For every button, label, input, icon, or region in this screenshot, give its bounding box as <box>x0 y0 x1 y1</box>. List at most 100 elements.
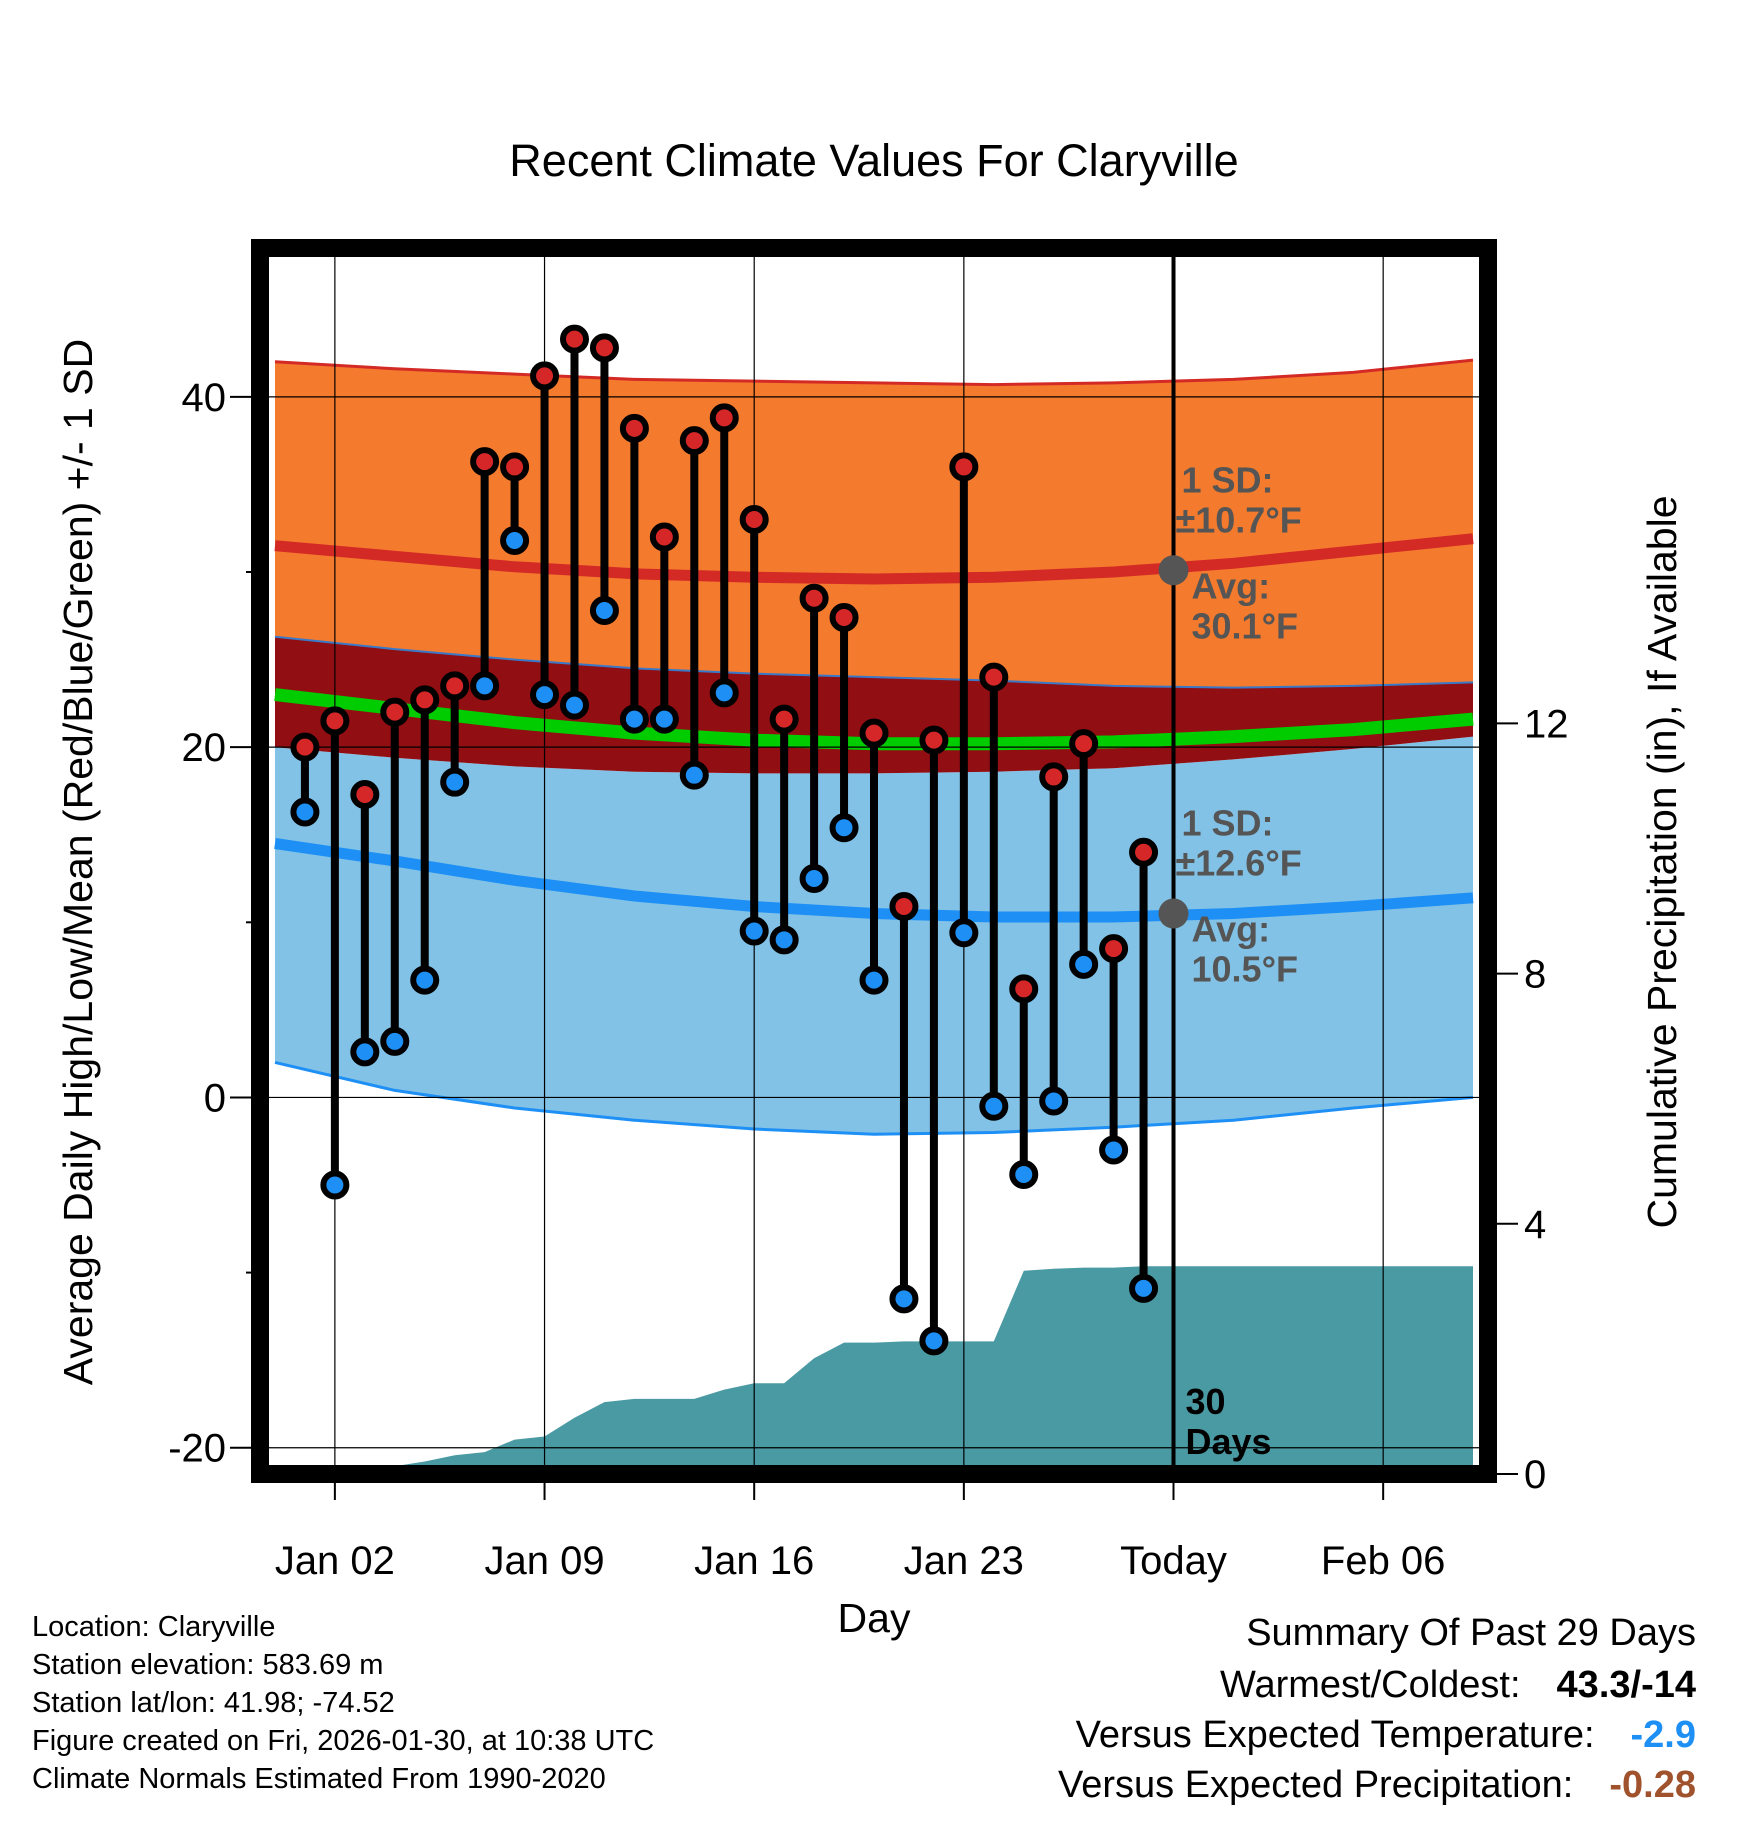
low-lower-edge <box>274 1060 1474 1136</box>
obs-high-point <box>919 725 949 755</box>
obs-low-point <box>649 704 679 734</box>
high-sd-value: ±10.7°F <box>1176 499 1302 540</box>
low-avg-title: Avg: <box>1192 909 1271 950</box>
obs-low-point <box>589 596 619 626</box>
obs-high-point <box>589 333 619 363</box>
x-tick-label: Jan 16 <box>694 1539 814 1583</box>
obs-high-point <box>619 413 649 443</box>
obs-low-point <box>350 1037 380 1067</box>
summary-precip-row: Versus Expected Precipitation: -0.28 <box>1058 1760 1696 1810</box>
obs-low-point <box>320 1170 350 1200</box>
precip-area <box>304 1266 1473 1474</box>
low-avg-value: 10.5°F <box>1192 949 1298 990</box>
obs-low-point <box>1039 1086 1069 1116</box>
obs-high-point <box>1099 934 1129 964</box>
obs-low-point <box>290 797 320 827</box>
obs-high-point <box>530 361 560 391</box>
normals-text: Climate Normals Estimated From 1990-2020 <box>32 1763 606 1795</box>
obs-high-point <box>290 732 320 762</box>
obs-high-point <box>1069 729 1099 759</box>
x-tick-label: Jan 23 <box>904 1539 1024 1583</box>
precip-departure-value: -0.28 <box>1609 1764 1696 1806</box>
high-avg-value: 30.1°F <box>1192 605 1298 646</box>
obs-high-point <box>1009 974 1039 1004</box>
y-tick-label: 0 <box>204 1076 226 1120</box>
obs-low-point <box>799 864 829 894</box>
observation-markers <box>290 324 1159 1356</box>
obs-low-point <box>380 1026 410 1056</box>
obs-low-point <box>1129 1273 1159 1303</box>
high-avg-title: Avg: <box>1192 565 1271 606</box>
obs-high-point <box>410 685 440 715</box>
y-axis-title: Average Daily High/Low/Mean (Red/Blue/Gr… <box>55 339 101 1385</box>
obs-high-point <box>859 718 889 748</box>
window-number: 30 <box>1186 1381 1226 1422</box>
summary-panel: Summary Of Past 29 Days Warmest/Coldest:… <box>1058 1608 1696 1810</box>
low-sd-value: ±12.6°F <box>1176 843 1302 884</box>
obs-high-point <box>709 403 739 433</box>
station-info: Location: Claryville Station elevation: … <box>32 1608 654 1798</box>
obs-low-point <box>1009 1160 1039 1190</box>
y-tick-label: 20 <box>182 726 227 770</box>
high-lower-edge <box>274 635 1474 689</box>
y2-tick-label: 8 <box>1524 953 1546 997</box>
obs-low-point <box>949 918 979 948</box>
obs-low-point <box>739 916 769 946</box>
obs-high-point <box>979 662 1009 692</box>
high-upper-edge <box>274 358 1474 387</box>
obs-high-point <box>500 452 530 482</box>
obs-low-point <box>619 704 649 734</box>
low-sd-title: 1 SD: <box>1182 803 1274 844</box>
obs-high-point <box>769 704 799 734</box>
obs-low-point <box>1069 949 1099 979</box>
temp-departure-value: -2.9 <box>1630 1714 1696 1756</box>
y2-tick-label: 0 <box>1524 1453 1546 1497</box>
obs-high-point <box>949 452 979 482</box>
high-sd-title: 1 SD: <box>1182 459 1274 500</box>
obs-high-point <box>889 892 919 922</box>
x-tick-label: Today <box>1120 1539 1227 1583</box>
y-tick-label: -20 <box>168 1427 226 1471</box>
obs-high-point <box>799 583 829 613</box>
x-tick-label: Jan 09 <box>484 1539 604 1583</box>
obs-low-point <box>709 678 739 708</box>
y2-axis-title: Cumulative Precipitation (in), If Availa… <box>1639 495 1685 1228</box>
obs-low-point <box>889 1284 919 1314</box>
summary-heading: Summary Of Past 29 Days <box>1246 1612 1696 1654</box>
obs-low-point <box>470 671 500 701</box>
temp-label: Versus Expected Temperature: <box>1075 1714 1595 1756</box>
obs-high-point <box>320 706 350 736</box>
obs-low-point <box>500 525 530 555</box>
plot-frame <box>251 239 1497 1483</box>
extremes-value: 43.3/-14 <box>1556 1664 1696 1706</box>
axes: -20 0 20 40 0 4 8 12 Jan 02 Jan 09 Jan 16 Jan 23 Tod… <box>168 376 1568 1583</box>
obs-low-point <box>919 1326 949 1356</box>
obs-high-point <box>1039 762 1069 792</box>
x-tick-label: Jan 02 <box>275 1539 395 1583</box>
obs-high-point <box>380 697 410 727</box>
obs-low-point <box>559 690 589 720</box>
y-tick-label: 40 <box>182 376 227 420</box>
window-unit: Days <box>1186 1421 1272 1462</box>
chart-title: Recent Climate Values For Claryville <box>509 135 1238 186</box>
extremes-label: Warmest/Coldest: <box>1219 1664 1521 1706</box>
obs-high-point <box>829 603 859 633</box>
obs-low-point <box>769 925 799 955</box>
obs-low-point <box>979 1091 1009 1121</box>
obs-low-point <box>410 965 440 995</box>
latlon-text: Station lat/lon: 41.98; -74.52 <box>32 1687 395 1719</box>
obs-high-point <box>470 447 500 477</box>
x-axis-title: Day <box>838 1595 911 1641</box>
obs-low-point <box>1099 1135 1129 1165</box>
obs-low-point <box>859 965 889 995</box>
obs-high-point <box>679 426 709 456</box>
location-text: Location: Claryville <box>32 1611 276 1643</box>
elevation-text: Station elevation: 583.69 m <box>32 1649 384 1681</box>
obs-low-point <box>829 813 859 843</box>
summary-temp-row: Versus Expected Temperature: -2.9 <box>1058 1710 1696 1760</box>
obs-low-point <box>530 680 560 710</box>
obs-low-point <box>440 767 470 797</box>
x-tick-label: Feb 06 <box>1321 1539 1446 1583</box>
